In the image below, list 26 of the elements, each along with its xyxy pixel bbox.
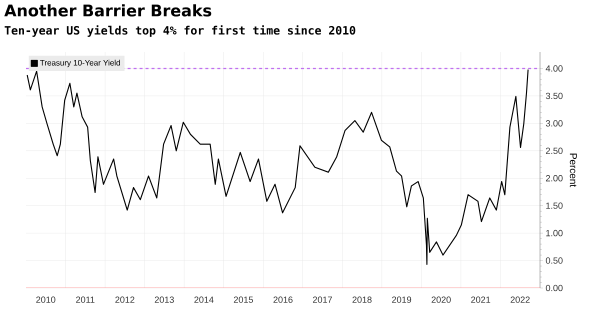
x-tick-label: 2016 [273,296,293,303]
line-series [26,69,529,265]
x-tick-label: 2021 [471,296,490,303]
y-tick-label: 3.50 [546,92,563,100]
chart-subtitle: Ten-year US yields top 4% for first time since 2010 [4,25,356,37]
y-tick-label: 0.50 [546,257,563,264]
y-tick-label: 1.00 [546,230,563,236]
x-tick-label: 2017 [312,296,332,303]
x-tick-label: 2012 [115,296,134,303]
chart-title: Another Barrier Breaks [4,4,212,17]
x-tick-label: 2018 [352,296,372,303]
x-tick-label: 2013 [154,296,174,303]
x-tick-label: 2010 [36,296,56,303]
x-tick-label: 2020 [432,296,451,303]
x-tick-label: 2011 [76,296,94,303]
y-tick-label: 4.00 [546,65,563,72]
y-axis-title: Percent [570,154,577,188]
y-tick-label: 0.00 [546,284,563,292]
y-tick-label: 1.50 [546,202,563,209]
y-tick-label: 2.00 [546,175,563,182]
x-tick-label: 2014 [194,296,214,303]
x-tick-label: 2019 [392,296,412,303]
x-tick-label: 2015 [234,296,254,303]
y-tick-label: 2.50 [546,148,563,154]
x-tick-label: 2022 [510,296,530,303]
y-tick-label: 3.00 [546,120,563,127]
